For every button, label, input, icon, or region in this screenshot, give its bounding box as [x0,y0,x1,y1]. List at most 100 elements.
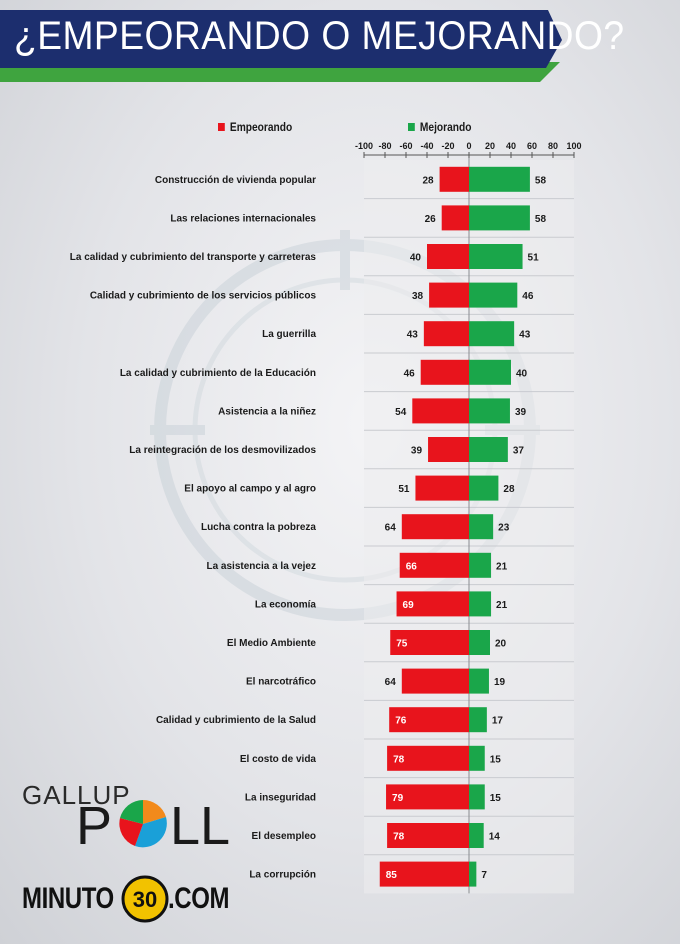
data-label-empeorando: 78 [393,832,405,843]
bar-empeorando [379,861,469,887]
legend-swatch-better [408,123,415,131]
category-label: La economía [255,599,317,610]
x-tick-label: -20 [441,141,454,151]
data-label-empeorando: 79 [392,793,404,804]
bar-empeorando [399,552,469,578]
data-label-empeorando: 43 [407,330,419,341]
x-tick-label: -60 [399,141,412,151]
category-label: La asistencia a la vejez [206,561,316,572]
minuto-com: .COM [168,882,230,915]
data-label-mejorando: 7 [481,870,487,881]
poll-p-letter: P [76,796,112,850]
category-label: Lucha contra la pobreza [201,522,316,533]
data-label-empeorando: 75 [396,639,408,650]
x-tick-label: 20 [485,141,495,151]
category-label: La calidad y cubrimiento de la Educación [120,368,316,379]
category-label: Construcción de vivienda popular [155,175,316,186]
bar-empeorando [387,823,469,848]
x-tick-label: 0 [466,141,471,151]
bar-mejorando [469,630,490,655]
banner-blue-band [0,10,562,68]
gallup-word: GALLUP [22,780,131,810]
data-label-mejorando: 19 [494,677,506,688]
bar-mejorando [469,359,511,385]
bar-mejorando [469,707,487,733]
bar-empeorando [415,475,469,501]
bar-mejorando [469,205,530,231]
banner-shape [0,10,562,82]
bar-mejorando [469,591,492,617]
bar-empeorando [427,244,469,269]
category-label: Calidad y cubrimiento de los servicios p… [90,291,317,302]
category-label: La inseguridad [245,792,316,803]
bar-mejorando [469,552,492,578]
bar-mejorando [469,398,510,424]
x-tick-label: 100 [566,141,581,151]
data-label-mejorando: 21 [496,561,508,572]
bar-mejorando [469,475,499,501]
bar-mejorando [469,321,515,347]
x-tick-label: -100 [355,141,373,151]
category-label: El apoyo al campo y al agro [184,484,316,495]
data-label-mejorando: 39 [515,407,527,418]
x-tick-label: -40 [420,141,433,151]
bar-empeorando [441,205,469,231]
data-label-empeorando: 64 [385,677,397,688]
bar-empeorando [401,668,469,694]
bar-empeorando [429,282,469,308]
category-label: La guerrilla [262,329,316,340]
data-label-empeorando: 54 [395,407,407,418]
bars-group: 28 58 26 58 40 51 38 46 43 43 46 40 54 39 39 37 51 28 64 23… [379,166,547,887]
legend-item-worse: Empeorando [218,120,292,134]
data-label-mejorando: 20 [495,639,507,650]
data-label-empeorando: 39 [411,446,423,457]
data-label-mejorando: 58 [535,214,547,225]
bar-mejorando [469,244,523,269]
bar-empeorando [387,745,469,771]
bar-mejorando [469,514,494,540]
legend-item-better: Mejorando [408,120,471,134]
data-label-mejorando: 46 [522,291,534,302]
data-label-mejorando: 17 [492,716,504,727]
data-label-empeorando: 66 [406,561,418,572]
data-label-mejorando: 23 [498,523,510,534]
bar-mejorando [469,784,485,810]
data-label-mejorando: 15 [490,793,502,804]
data-label-empeorando: 78 [393,754,405,765]
bar-empeorando [423,321,469,347]
data-label-empeorando: 38 [412,291,424,302]
gallup-poll-logo: GALLUP P LL [20,780,230,850]
x-tick-label: 40 [506,141,516,151]
bar-empeorando [401,514,469,540]
data-label-empeorando: 64 [385,523,397,534]
data-label-mejorando: 51 [528,253,540,264]
bar-empeorando [412,398,469,424]
data-label-empeorando: 28 [422,175,434,186]
bar-mejorando [469,861,477,887]
x-tick-label: 80 [548,141,558,151]
data-label-empeorando: 69 [403,600,415,611]
x-axis: -100 -80 -60 -40 -20 0 20 40 60 80 100 [355,141,582,158]
minuto30-badge: 30 [121,875,169,923]
data-label-empeorando: 26 [425,214,437,225]
data-label-mejorando: 28 [503,484,515,495]
category-label: El costo de vida [240,754,317,765]
category-labels: Construcción de vivienda popular Las rela… [70,175,317,881]
x-tick-label: 60 [527,141,537,151]
data-label-empeorando: 40 [410,253,422,264]
minuto30-logo: MINUTO 30 .COM [22,875,252,924]
data-label-mejorando: 43 [519,330,531,341]
poll-graphic: P LL [76,796,230,850]
legend-swatch-worse [218,123,225,131]
bar-mejorando [469,745,485,771]
bar-empeorando [389,707,469,733]
poll-ll-letters: LL [170,796,230,850]
category-label: Calidad y cubrimiento de la Salud [156,715,316,726]
category-label: Asistencia a la niñez [218,406,316,417]
data-label-empeorando: 76 [395,716,407,727]
bar-mejorando [469,668,489,694]
bar-mejorando [469,166,530,192]
minuto30-number: 30 [133,887,157,912]
category-label: La calidad y cubrimiento del transporte … [70,252,317,263]
